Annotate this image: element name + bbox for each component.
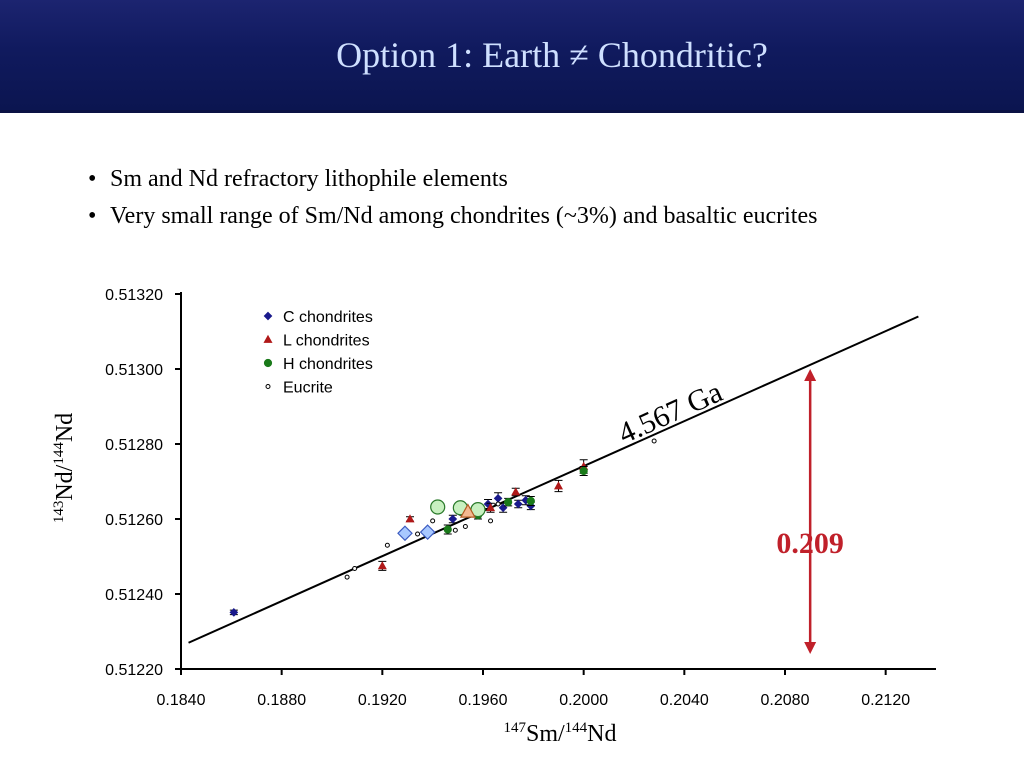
data-point — [448, 514, 458, 524]
data-point — [493, 494, 503, 503]
data-point — [384, 542, 390, 548]
data-point — [486, 503, 496, 512]
chart-axes: 0.51220 0.51240 0.51260 0.51280 0.51300 0.513… — [105, 287, 936, 709]
y-tick-label: 0.51280 — [105, 437, 163, 454]
y-tick-label: 0.51220 — [105, 662, 163, 679]
highlight-marker — [459, 503, 476, 518]
bullet-text: Very small range of Sm/Nd among chondrit… — [110, 203, 818, 229]
data-point — [553, 481, 564, 490]
x-tick-label: 0.1880 — [257, 692, 306, 709]
data-point — [443, 525, 452, 534]
legend-marker — [263, 334, 273, 343]
points-layer — [229, 438, 657, 617]
bullet-list: • Sm and Nd refractory lithophile element… — [88, 161, 817, 235]
y-tick-label: 0.51300 — [105, 362, 163, 379]
bullet-item: • Very small range of Sm/Nd among chondri… — [88, 198, 817, 235]
legend-label: Eucrite — [283, 380, 333, 397]
data-point — [579, 466, 588, 476]
highlight-marker — [430, 499, 446, 515]
x-tick-label: 0.1960 — [459, 692, 508, 709]
data-point — [229, 608, 239, 617]
x-tick-label: 0.1920 — [358, 692, 407, 709]
data-point — [352, 566, 358, 571]
y-tick-label: 0.51320 — [105, 287, 163, 304]
x-tick-label: 0.2040 — [660, 692, 709, 709]
x-axis-label: 147Sm/144Nd — [503, 720, 616, 747]
isochron-age-label: 4.567 Ga — [613, 375, 727, 450]
legend-marker — [265, 384, 271, 389]
y-label-main2: Nd — [52, 413, 78, 442]
data-point — [504, 498, 513, 507]
chart-legend: C chondrites L chondrites H chondrites Eucr… — [263, 309, 373, 397]
bullet-dot: • — [88, 203, 97, 229]
data-point — [488, 518, 494, 524]
data-point — [415, 531, 421, 537]
x-tick-label: 0.2080 — [761, 692, 810, 709]
highlight-marker — [397, 525, 413, 542]
highlight-marker — [419, 524, 436, 540]
y-label-sup2: 144 — [51, 442, 67, 465]
y-tick-label: 0.51260 — [105, 512, 163, 529]
data-point — [452, 527, 458, 533]
x-label-main1: Sm/ — [526, 721, 565, 747]
y-tick-label: 0.51240 — [105, 587, 163, 604]
data-point — [430, 518, 436, 524]
data-point — [462, 524, 468, 529]
annotation-arrow-head-down — [804, 642, 817, 654]
y-label-main1: Nd/ — [52, 464, 78, 500]
data-point — [495, 501, 501, 507]
y-axis-label: 143Nd/144Nd — [51, 413, 78, 523]
data-point — [513, 499, 523, 509]
x-label-sup2: 144 — [565, 720, 588, 736]
bullet-text: Sm and Nd refractory lithophile elements — [110, 166, 508, 192]
data-point — [405, 514, 415, 523]
legend-label: L chondrites — [283, 333, 370, 350]
y-label-sup1: 143 — [51, 501, 67, 524]
data-point — [511, 487, 521, 496]
x-label-sup1: 147 — [503, 720, 526, 736]
x-tick-label: 0.2120 — [861, 692, 910, 709]
x-tick-label: 0.1840 — [157, 692, 206, 709]
legend-label: C chondrites — [283, 309, 373, 326]
x-tick-label: 0.2000 — [559, 692, 608, 709]
legend-marker — [263, 358, 273, 368]
annotation-arrow-head-up — [804, 369, 817, 381]
legend-marker — [263, 311, 273, 321]
data-point — [651, 438, 657, 444]
slide-title: Option 1: Earth ≠ Chondritic? — [336, 35, 768, 75]
legend-label: H chondrites — [283, 356, 373, 373]
bullet-dot: • — [88, 166, 97, 192]
data-point — [377, 561, 387, 570]
slide-header — [0, 0, 1024, 113]
annotation-value-label: 0.209 — [776, 527, 844, 560]
bullet-item: • Sm and Nd refractory lithophile element… — [88, 161, 817, 198]
data-point — [526, 496, 535, 506]
x-label-main2: Nd — [587, 721, 616, 747]
data-point — [344, 574, 350, 580]
isochron-line — [188, 315, 919, 644]
